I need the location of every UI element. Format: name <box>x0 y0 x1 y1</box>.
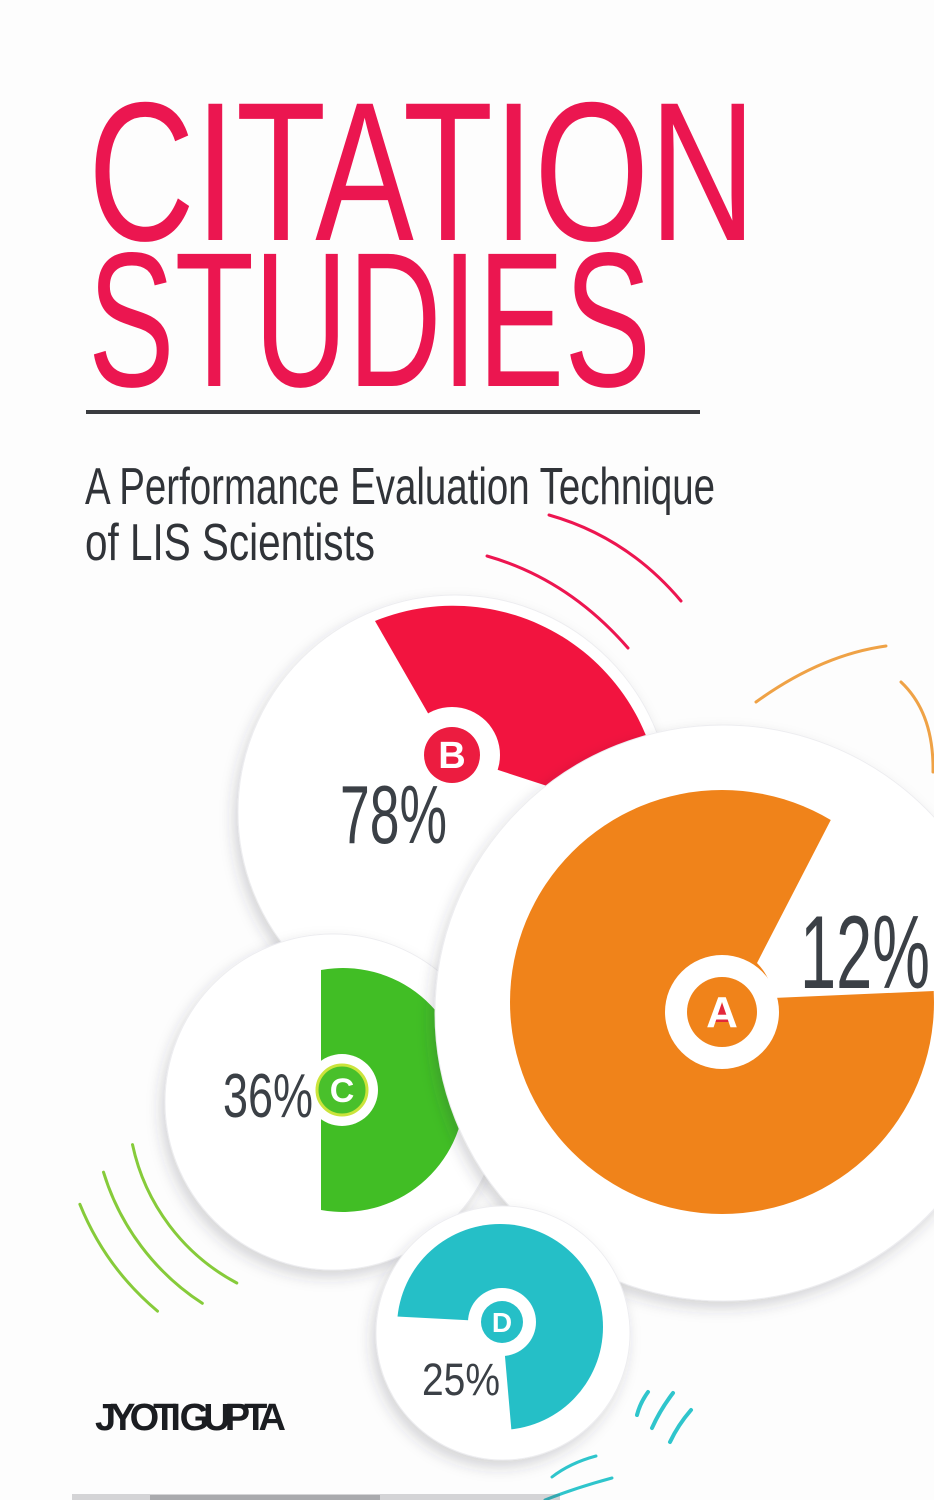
pie-a-percent-label: 12% <box>800 895 930 1011</box>
pie-c-badge <box>315 1063 369 1117</box>
subtitle-line-2: of LIS Scientists <box>85 514 375 572</box>
orange-orbit-arcs-icon <box>754 644 934 774</box>
green-orbit-arcs-icon <box>78 1143 239 1313</box>
title-line-1: CITATION <box>88 61 756 282</box>
pie-c-percent-label: 36% <box>223 1062 313 1131</box>
pie-chart-d: D 25% <box>375 1205 631 1461</box>
pie-d-badge-letter: D <box>492 1307 512 1338</box>
pie-b-badge-letter: B <box>438 735 465 777</box>
author-name: JYOTI GUPTA <box>95 1397 287 1439</box>
pie-a-badge-letter: A <box>706 988 738 1037</box>
teal-orbit-arcs-icon <box>543 1454 614 1500</box>
subtitle-line-1: A Performance Evaluation Technique <box>85 458 715 516</box>
pie-c-wedge <box>321 968 465 1212</box>
pie-chart-c: C 36% <box>164 933 502 1271</box>
pie-a-notch <box>757 806 934 998</box>
pie-chart-a: A 12% <box>434 724 934 1302</box>
pie-c-badge-letter: C <box>330 1072 355 1110</box>
title-line-2: STUDIES <box>88 212 651 427</box>
pie-b-badge <box>424 727 480 783</box>
pink-orbit-arcs-icon <box>485 513 683 650</box>
bottom-print-edge <box>72 1494 560 1500</box>
pie-b-percent-label: 78% <box>340 768 447 861</box>
pie-a-badge-counter-mark <box>713 1003 731 1022</box>
teal-hash-marks-icon <box>635 1390 693 1444</box>
pie-d-percent-label: 25% <box>422 1354 500 1405</box>
pie-d-badge <box>481 1301 523 1343</box>
